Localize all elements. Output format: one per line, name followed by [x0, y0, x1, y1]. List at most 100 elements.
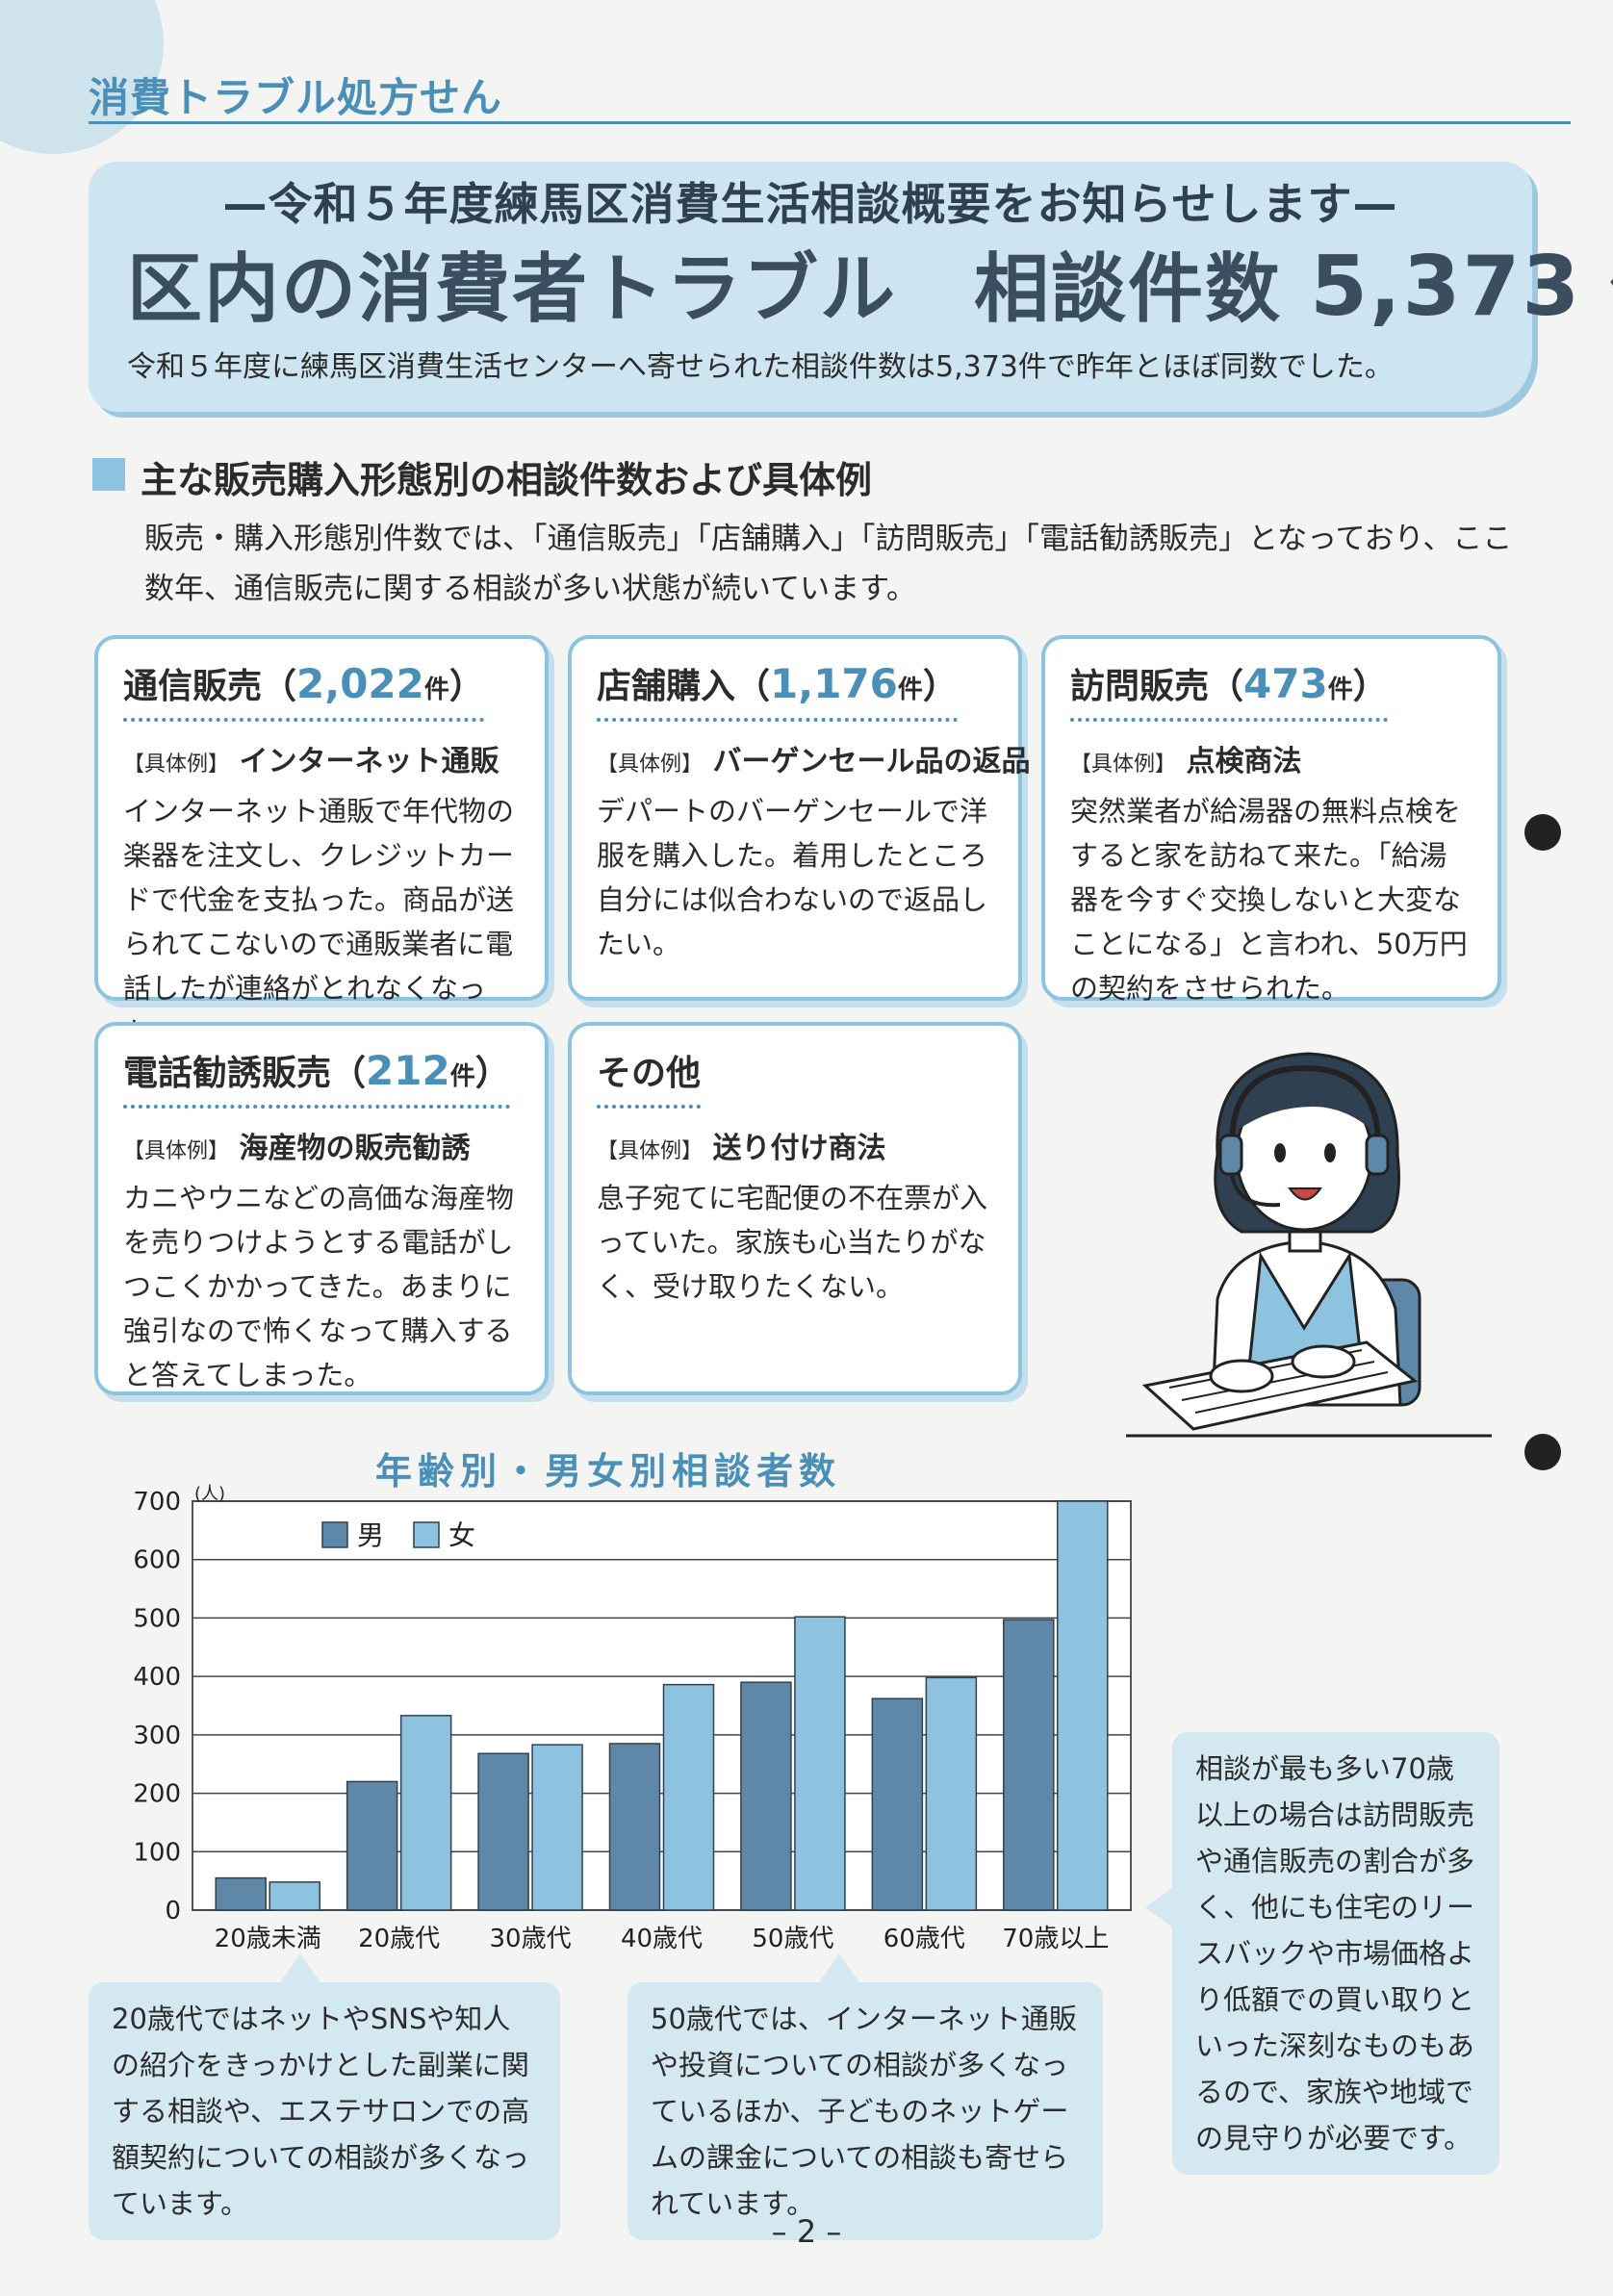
card-example: 【具体例】 バーゲンセール品の返品 [597, 737, 1030, 779]
bar-female [269, 1881, 320, 1911]
y-tick-label: 100 [133, 1838, 181, 1867]
y-tick-label: 500 [133, 1604, 181, 1633]
y-tick-label: 200 [133, 1780, 181, 1809]
y-tick-label: 400 [133, 1663, 181, 1692]
hero-subtitle: —令和５年度練馬区消費生活相談概要をお知らせします— [222, 178, 1398, 230]
binder-hole [1524, 814, 1561, 851]
x-tick-label: 30歳代 [490, 1925, 572, 1953]
page-number: – 2 – [771, 2213, 842, 2250]
card-title: 訪問販売（473件） [1070, 658, 1388, 722]
y-tick-label: 700 [133, 1488, 181, 1517]
callout-70s: 相談が最も多い70歳以上の場合は訪問販売や通信販売の割合が多く、他にも住宅のリー… [1172, 1732, 1499, 2175]
header-divider [89, 121, 1571, 124]
x-tick-label: 40歳代 [621, 1925, 703, 1953]
example-tag: 【具体例】 [123, 1139, 230, 1163]
operator-illustration [1126, 1052, 1492, 1438]
card-body: 突然業者が給湯器の無料点検をすると家を訪ねて来た。「給湯器を今すぐ交換しないと大… [1070, 795, 1468, 1005]
card-door-to-door: 訪問販売（473件） 【具体例】 点検商法 突然業者が給湯器の無料点検をすると家… [1041, 635, 1501, 1005]
card-unit: 件 [1327, 676, 1353, 704]
hero-unit: 件 [1609, 246, 1613, 333]
x-tick-label: 70歳以上 [1002, 1925, 1109, 1953]
x-tick-label: 60歳代 [883, 1925, 965, 1953]
card-example: 【具体例】 点検商法 [1070, 737, 1472, 779]
x-tick-label: 20歳代 [358, 1925, 440, 1953]
card-unit: 件 [449, 1062, 475, 1091]
card-unit: 件 [897, 676, 923, 704]
legend-swatch [321, 1521, 348, 1548]
bar-female [399, 1715, 452, 1911]
card-unit: 件 [423, 676, 449, 704]
example-title: 海産物の販売勧誘 [239, 1132, 471, 1165]
plot-area [192, 1500, 1132, 1911]
card-title: 店舗購入（1,176件） [597, 658, 958, 722]
hero-description: 令和５年度に練馬区消費生活センターへ寄せられた相談件数は5,373件で昨年とほぼ… [127, 350, 1394, 384]
x-tick-label: 20歳未満 [215, 1925, 321, 1953]
bar-male [608, 1743, 661, 1911]
card-example: 【具体例】 海産物の販売勧誘 [123, 1124, 520, 1166]
card-title-label: 電話勧誘販売 [123, 1054, 332, 1093]
callout-arrow [279, 1953, 321, 1984]
bar-male [871, 1697, 924, 1911]
section-description: 販売・購入形態別件数では、「通信販売」「店舗購入」「訪問販売」「電話勧誘販売」と… [144, 522, 1513, 606]
card-body: カニやウニなどの高価な海産物を売りつけようとする電話がしつこくかかってきた。あま… [123, 1182, 515, 1391]
card-title: 通信販売（2,022件） [123, 658, 484, 722]
bar-male [215, 1876, 267, 1911]
card-title-label: 通信販売 [123, 667, 263, 706]
card-example: 【具体例】 送り付け商法 [597, 1124, 993, 1166]
hero-box: —令和５年度練馬区消費生活相談概要をお知らせします— 区内の消費者トラブル 相談… [89, 162, 1613, 412]
bar-female [662, 1683, 715, 1911]
card-store-purchase: 店舗購入（1,176件） 【具体例】 バーゲンセール品の返品 デパートのバーゲン… [568, 635, 1030, 1001]
bar-female [925, 1676, 978, 1911]
example-title: 点検商法 [1186, 745, 1302, 778]
y-tick-label: 300 [133, 1722, 181, 1750]
card-title-label: その他 [597, 1054, 702, 1093]
example-tag: 【具体例】 [1070, 753, 1177, 777]
legend-label: 男 [357, 1519, 384, 1551]
example-title: インターネット通販 [239, 745, 499, 778]
card-title: その他 [597, 1045, 702, 1109]
bar-female [1057, 1500, 1109, 1911]
bar-male [346, 1780, 398, 1911]
bar-chart: 0 100 200 300 400 500 600 700 (人) 20歳未満 20歳代 30歳代 40… [133, 1484, 1132, 1953]
card-body: インターネット通販で年代物の楽器を注文し、クレジットカードで代金を支払った。商品… [123, 795, 515, 1049]
section-title: 主な販売購入形態別の相談件数および具体例 [141, 459, 873, 501]
example-title: 送り付け商法 [712, 1132, 886, 1165]
card-title-label: 店舗購入 [597, 667, 736, 706]
card-example: 【具体例】 インターネット通販 [123, 737, 520, 779]
binder-hole [1524, 1434, 1561, 1470]
hero-count: 5,373 [1310, 239, 1582, 335]
card-mail-order: 通信販売（2,022件） 【具体例】 インターネット通販 インターネット通販で年… [94, 635, 549, 1049]
callout-arrow [818, 1953, 860, 1984]
example-tag: 【具体例】 [597, 1139, 704, 1163]
y-tick-label: 600 [133, 1546, 181, 1575]
bar-female [794, 1616, 846, 1911]
card-count: 473 [1243, 660, 1328, 707]
x-tick-label: 50歳代 [752, 1925, 833, 1953]
card-count: 1,176 [770, 660, 898, 707]
hero-headline: 区内の消費者トラブル 相談件数 5,373 件 [127, 229, 1613, 337]
legend-label: 女 [448, 1519, 475, 1551]
bar-male [740, 1681, 792, 1911]
callout-50s: 50歳代では、インターネット通販や投資についての相談が多くなっているほか、子ども… [627, 1982, 1103, 2240]
section-marker [92, 458, 125, 491]
y-tick-label: 0 [165, 1897, 181, 1926]
callout-arrow [1145, 1886, 1174, 1928]
card-title: 電話勧誘販売（212件） [123, 1045, 510, 1109]
bar-male [477, 1752, 529, 1911]
hero-headline-text: 区内の消費者トラブル 相談件数 [127, 246, 1283, 333]
y-axis-unit: (人) [194, 1484, 225, 1504]
card-title-label: 訪問販売 [1070, 667, 1210, 706]
example-title: バーゲンセール品の返品 [712, 745, 1031, 778]
example-tag: 【具体例】 [597, 753, 704, 777]
card-phone-sales: 電話勧誘販売（212件） 【具体例】 海産物の販売勧誘 カニやウニなどの高価な海… [94, 1022, 549, 1395]
example-tag: 【具体例】 [123, 753, 230, 777]
callout-20s: 20歳代ではネットやSNSや知人の紹介をきっかけとした副業に関する相談や、エステ… [89, 1982, 560, 2240]
card-other: その他 【具体例】 送り付け商法 息子宛てに宅配便の不在票が入っていた。家族も心… [568, 1022, 1022, 1395]
bar-female [531, 1744, 583, 1911]
card-count: 2,022 [296, 660, 424, 707]
header-title: 消費トラブル処方せん [89, 74, 503, 121]
bar-male [1003, 1619, 1055, 1911]
card-body: 息子宛てに宅配便の不在票が入っていた。家族も心当たりがなく、受け取りたくない。 [597, 1182, 988, 1303]
legend-swatch [413, 1521, 440, 1548]
